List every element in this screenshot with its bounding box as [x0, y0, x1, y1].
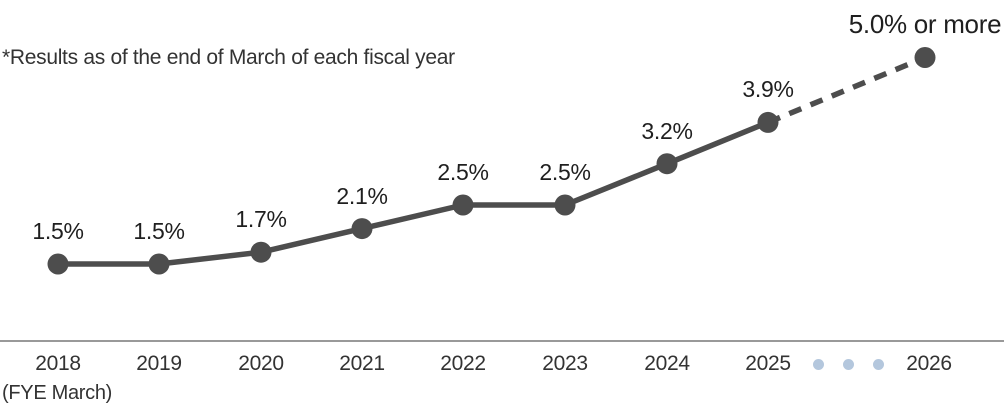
data-point-2026: [914, 47, 936, 68]
data-point-2020: [250, 241, 272, 263]
trend-line-solid: [58, 119, 770, 267]
x-axis-line: [0, 340, 1004, 342]
data-point-2019: [148, 253, 170, 275]
data-point-2025: [757, 111, 779, 133]
data-point-2021: [351, 218, 373, 240]
data-point-2023: [554, 194, 576, 216]
data-point-2018: [47, 253, 69, 275]
data-point-2022: [452, 194, 474, 216]
data-point-2024: [656, 153, 678, 175]
annotation-note: *Results as of the end of March of each …: [2, 46, 455, 69]
projection-line-dashed: [766, 54, 927, 125]
x-axis-unit-note: (FYE March): [2, 382, 113, 404]
